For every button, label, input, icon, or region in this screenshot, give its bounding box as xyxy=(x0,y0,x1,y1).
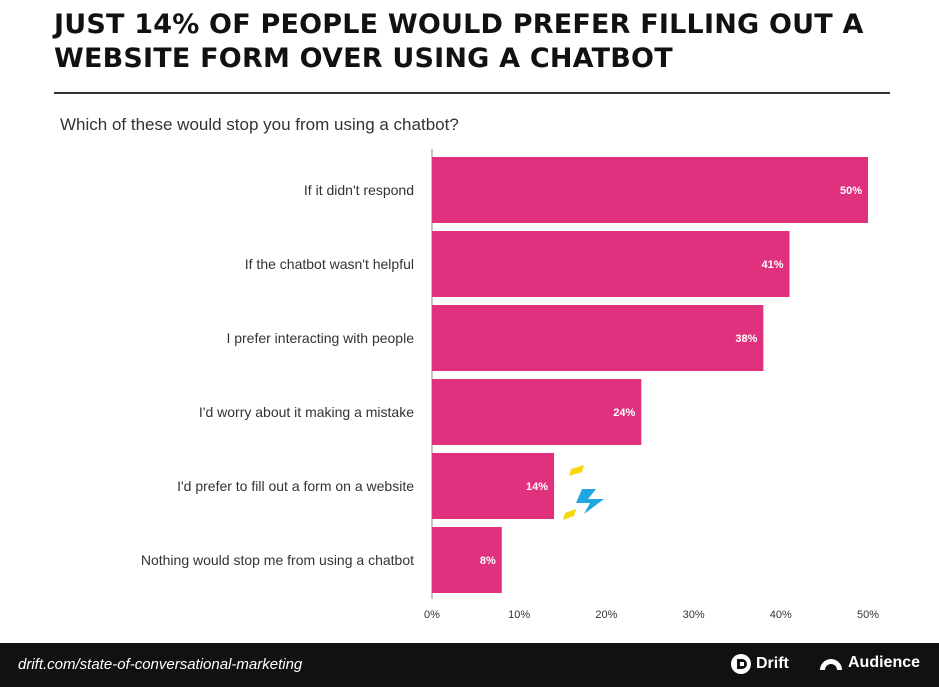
bar-2 xyxy=(432,305,764,371)
data-label-0: 50% xyxy=(840,185,862,197)
audience-logo-icon xyxy=(820,659,842,670)
chart-question: Which of these would stop you from using… xyxy=(60,115,459,134)
category-label-0: If it didn't respond xyxy=(304,182,414,198)
audience-logo: Audience xyxy=(818,653,920,673)
x-tick-label-2: 20% xyxy=(595,609,617,621)
data-label-4: 14% xyxy=(526,481,548,493)
footer-bar: drift.com/state-of-conversational-market… xyxy=(0,643,939,687)
category-label-1: If the chatbot wasn't helpful xyxy=(245,256,414,272)
data-label-2: 38% xyxy=(735,333,757,345)
category-label-2: I prefer interacting with people xyxy=(226,330,414,346)
category-label-5: Nothing would stop me from using a chatb… xyxy=(141,552,414,568)
drift-logo-text: Drift xyxy=(756,655,789,672)
source-url: drift.com/state-of-conversational-market… xyxy=(18,656,303,673)
page-title: JUST 14% OF PEOPLE WOULD PREFER FILLING … xyxy=(54,9,864,74)
lightning-bolt-icon xyxy=(576,489,604,514)
bar-0 xyxy=(432,157,868,223)
category-label-3: I'd worry about it making a mistake xyxy=(199,404,414,420)
x-tick-label-0: 0% xyxy=(424,609,440,621)
drift-logo-icon xyxy=(731,654,751,674)
bar-chart: 50% If it didn't respond 41% If the chatbot… xyxy=(141,149,879,621)
bar-3 xyxy=(432,379,642,445)
lightning-decoration xyxy=(563,465,604,520)
x-tick-label-4: 40% xyxy=(770,609,792,621)
drift-logo: Drift xyxy=(730,653,789,675)
category-label-4: I'd prefer to fill out a form on a websi… xyxy=(177,478,414,494)
data-label-1: 41% xyxy=(761,259,783,271)
data-label-5: 8% xyxy=(480,555,496,567)
spark-icon-top xyxy=(569,465,584,476)
bar-5 xyxy=(432,527,502,593)
data-label-3: 24% xyxy=(613,407,635,419)
title-divider xyxy=(54,92,890,94)
audience-logo-text: Audience xyxy=(848,654,921,671)
x-tick-label-5: 50% xyxy=(857,609,879,621)
x-tick-label-3: 30% xyxy=(683,609,705,621)
bar-1 xyxy=(432,231,790,297)
bar-4 xyxy=(432,453,555,519)
spark-icon-bottom xyxy=(563,509,576,520)
x-tick-label-1: 10% xyxy=(508,609,530,621)
